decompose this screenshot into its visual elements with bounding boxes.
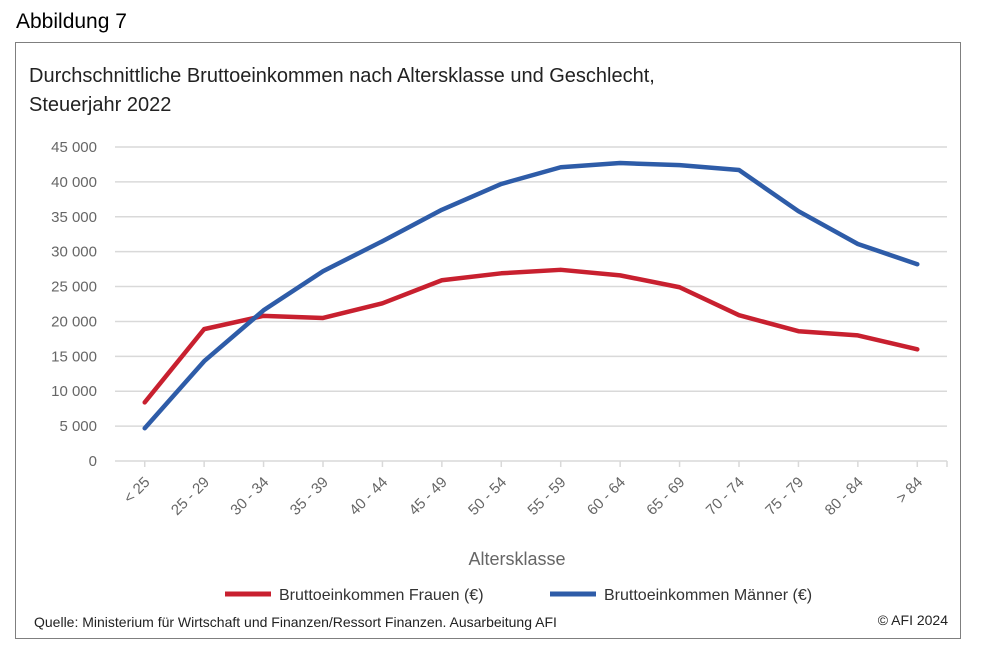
chart-title-line-1: Durchschnittliche Bruttoeinkommen nach A… bbox=[29, 65, 655, 87]
chart-title: Durchschnittliche Bruttoeinkommen nach A… bbox=[29, 62, 655, 120]
legend-label: Bruttoeinkommen Männer (€) bbox=[604, 587, 812, 604]
x-tick-label: 55 - 59 bbox=[524, 474, 569, 519]
x-tick-label: 25 - 29 bbox=[168, 474, 213, 519]
y-tick-label: 0 bbox=[89, 453, 97, 470]
y-tick-label: 10 000 bbox=[51, 383, 97, 400]
legend-label: Bruttoeinkommen Frauen (€) bbox=[279, 587, 484, 604]
x-tick-label: 35 - 39 bbox=[287, 474, 332, 519]
x-tick-label: 65 - 69 bbox=[643, 474, 688, 519]
y-tick-label: 20 000 bbox=[51, 313, 97, 330]
x-tick-label: 30 - 34 bbox=[227, 474, 272, 519]
y-tick-label: 25 000 bbox=[51, 279, 97, 296]
x-tick-label: 50 - 54 bbox=[465, 474, 510, 519]
x-tick-label: < 25 bbox=[121, 474, 154, 507]
x-tick-label: 45 - 49 bbox=[406, 474, 451, 519]
x-tick-label: 60 - 64 bbox=[584, 474, 629, 519]
x-tick-label: > 84 bbox=[893, 474, 926, 507]
series-line-0 bbox=[142, 267, 920, 405]
y-tick-label: 45 000 bbox=[51, 139, 97, 156]
y-tick-label: 30 000 bbox=[51, 244, 97, 261]
y-tick-label: 15 000 bbox=[51, 348, 97, 365]
y-tick-label: 5 000 bbox=[59, 418, 97, 435]
x-tick-label: 80 - 84 bbox=[822, 474, 867, 519]
chart-frame bbox=[15, 42, 961, 639]
x-axis-title: Altersklasse bbox=[468, 549, 565, 569]
series-line-1 bbox=[142, 160, 920, 431]
figure-label: Abbildung 7 bbox=[16, 10, 127, 33]
copyright-note: © AFI 2024 bbox=[877, 612, 948, 628]
x-tick-label: 70 - 74 bbox=[703, 474, 748, 519]
chart-title-line-2: Steuerjahr 2022 bbox=[29, 94, 172, 116]
y-tick-label: 35 000 bbox=[51, 209, 97, 226]
x-tick-label: 75 - 79 bbox=[762, 474, 807, 519]
y-tick-label: 40 000 bbox=[51, 174, 97, 191]
x-tick-label: 40 - 44 bbox=[346, 474, 391, 519]
source-note: Quelle: Ministerium für Wirtschaft und F… bbox=[34, 614, 557, 630]
